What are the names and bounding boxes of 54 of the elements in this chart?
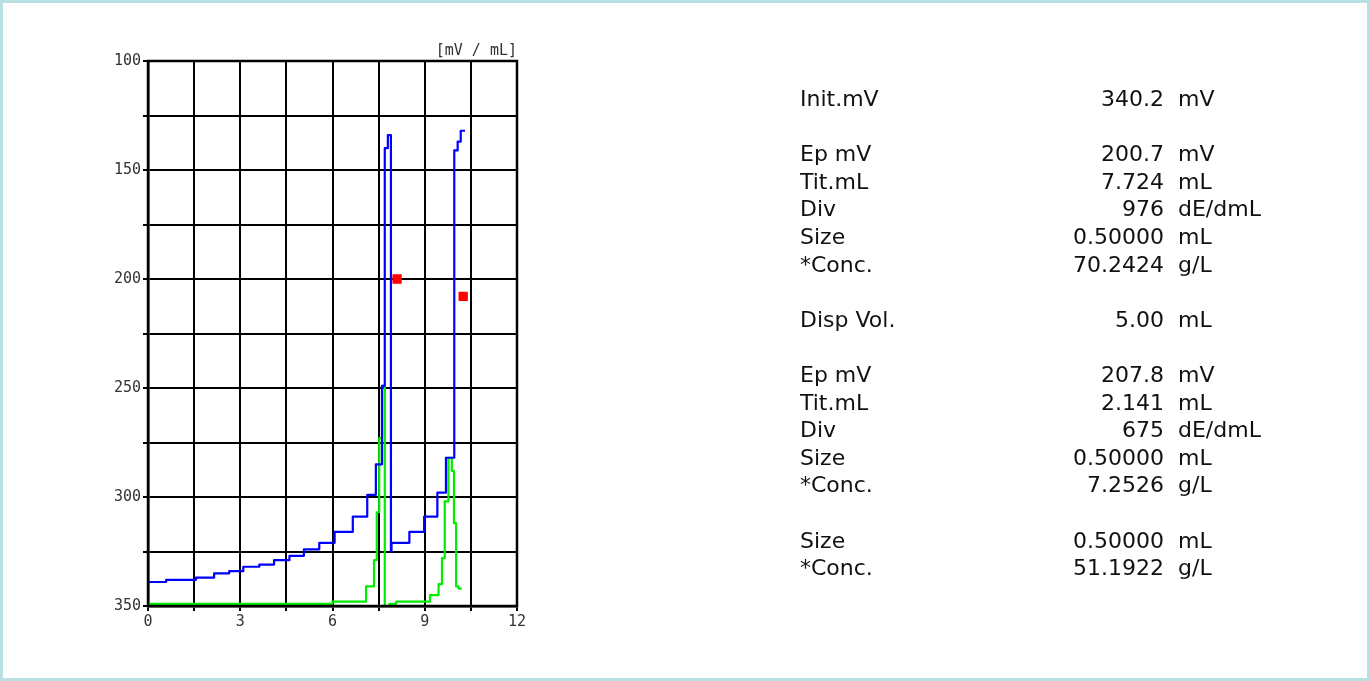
text: *Conc. bbox=[799, 471, 874, 499]
y-tick-label: 250 bbox=[113, 377, 141, 396]
text: mL bbox=[1178, 222, 1213, 251]
text: *Conc. bbox=[799, 250, 874, 279]
text: 675 bbox=[1121, 416, 1164, 444]
text: g/L bbox=[1178, 554, 1213, 582]
text: Div bbox=[799, 195, 838, 223]
y-tick-label: 300 bbox=[113, 486, 141, 505]
text: 200.7 bbox=[1100, 140, 1164, 168]
y-tick-label: 100 bbox=[113, 50, 141, 69]
text: 0.50000 bbox=[1072, 443, 1164, 472]
text: Disp Vol. bbox=[799, 305, 897, 334]
text: Tit.mL bbox=[799, 167, 870, 196]
x-tick-label: 3 bbox=[235, 611, 245, 630]
text: mL bbox=[1178, 443, 1213, 472]
text: 976 bbox=[1121, 195, 1164, 223]
text: 0.50000 bbox=[1072, 526, 1164, 555]
text: 70.2424 bbox=[1072, 250, 1164, 279]
text: 7.2526 bbox=[1086, 471, 1164, 499]
y-tick-label: 150 bbox=[113, 159, 141, 178]
text: Ep mV bbox=[799, 360, 873, 389]
text: g/L bbox=[1178, 250, 1213, 279]
text: *Conc. bbox=[799, 554, 874, 582]
text: mL bbox=[1178, 526, 1213, 555]
text: 207.8 bbox=[1100, 360, 1164, 389]
x-tick-label: 12 bbox=[507, 611, 527, 630]
text: mV bbox=[1178, 140, 1216, 168]
text: mL bbox=[1178, 167, 1213, 196]
text: mV bbox=[1178, 85, 1216, 113]
text: 340.2 bbox=[1100, 85, 1164, 113]
text: 7.724 bbox=[1100, 167, 1164, 196]
y-tick-label: 350 bbox=[113, 595, 141, 614]
x-tick-label: 9 bbox=[420, 611, 430, 630]
text: g/L bbox=[1178, 471, 1213, 499]
text: Ep mV bbox=[799, 140, 873, 168]
text: mL bbox=[1178, 388, 1213, 417]
y-axis-title: [mV / mL] bbox=[435, 41, 517, 60]
text: 51.1922 bbox=[1072, 554, 1164, 582]
text: 2.141 bbox=[1100, 388, 1164, 417]
text: Init.mV bbox=[799, 85, 880, 113]
text: dE/dmL bbox=[1178, 195, 1261, 223]
y-tick-label: 200 bbox=[113, 268, 141, 287]
text: Div bbox=[799, 416, 838, 444]
text: Size bbox=[799, 222, 847, 251]
x-tick-label: 6 bbox=[327, 611, 338, 630]
text: mV bbox=[1178, 360, 1216, 389]
text: Size bbox=[799, 443, 847, 472]
text: mL bbox=[1178, 305, 1213, 334]
text: 5.00 bbox=[1114, 305, 1164, 334]
x-tick-label: 0 bbox=[143, 611, 153, 630]
text: 0.50000 bbox=[1072, 222, 1164, 251]
text: Tit.mL bbox=[799, 388, 870, 417]
text: dE/dmL bbox=[1178, 416, 1261, 444]
text: Size bbox=[799, 526, 847, 555]
